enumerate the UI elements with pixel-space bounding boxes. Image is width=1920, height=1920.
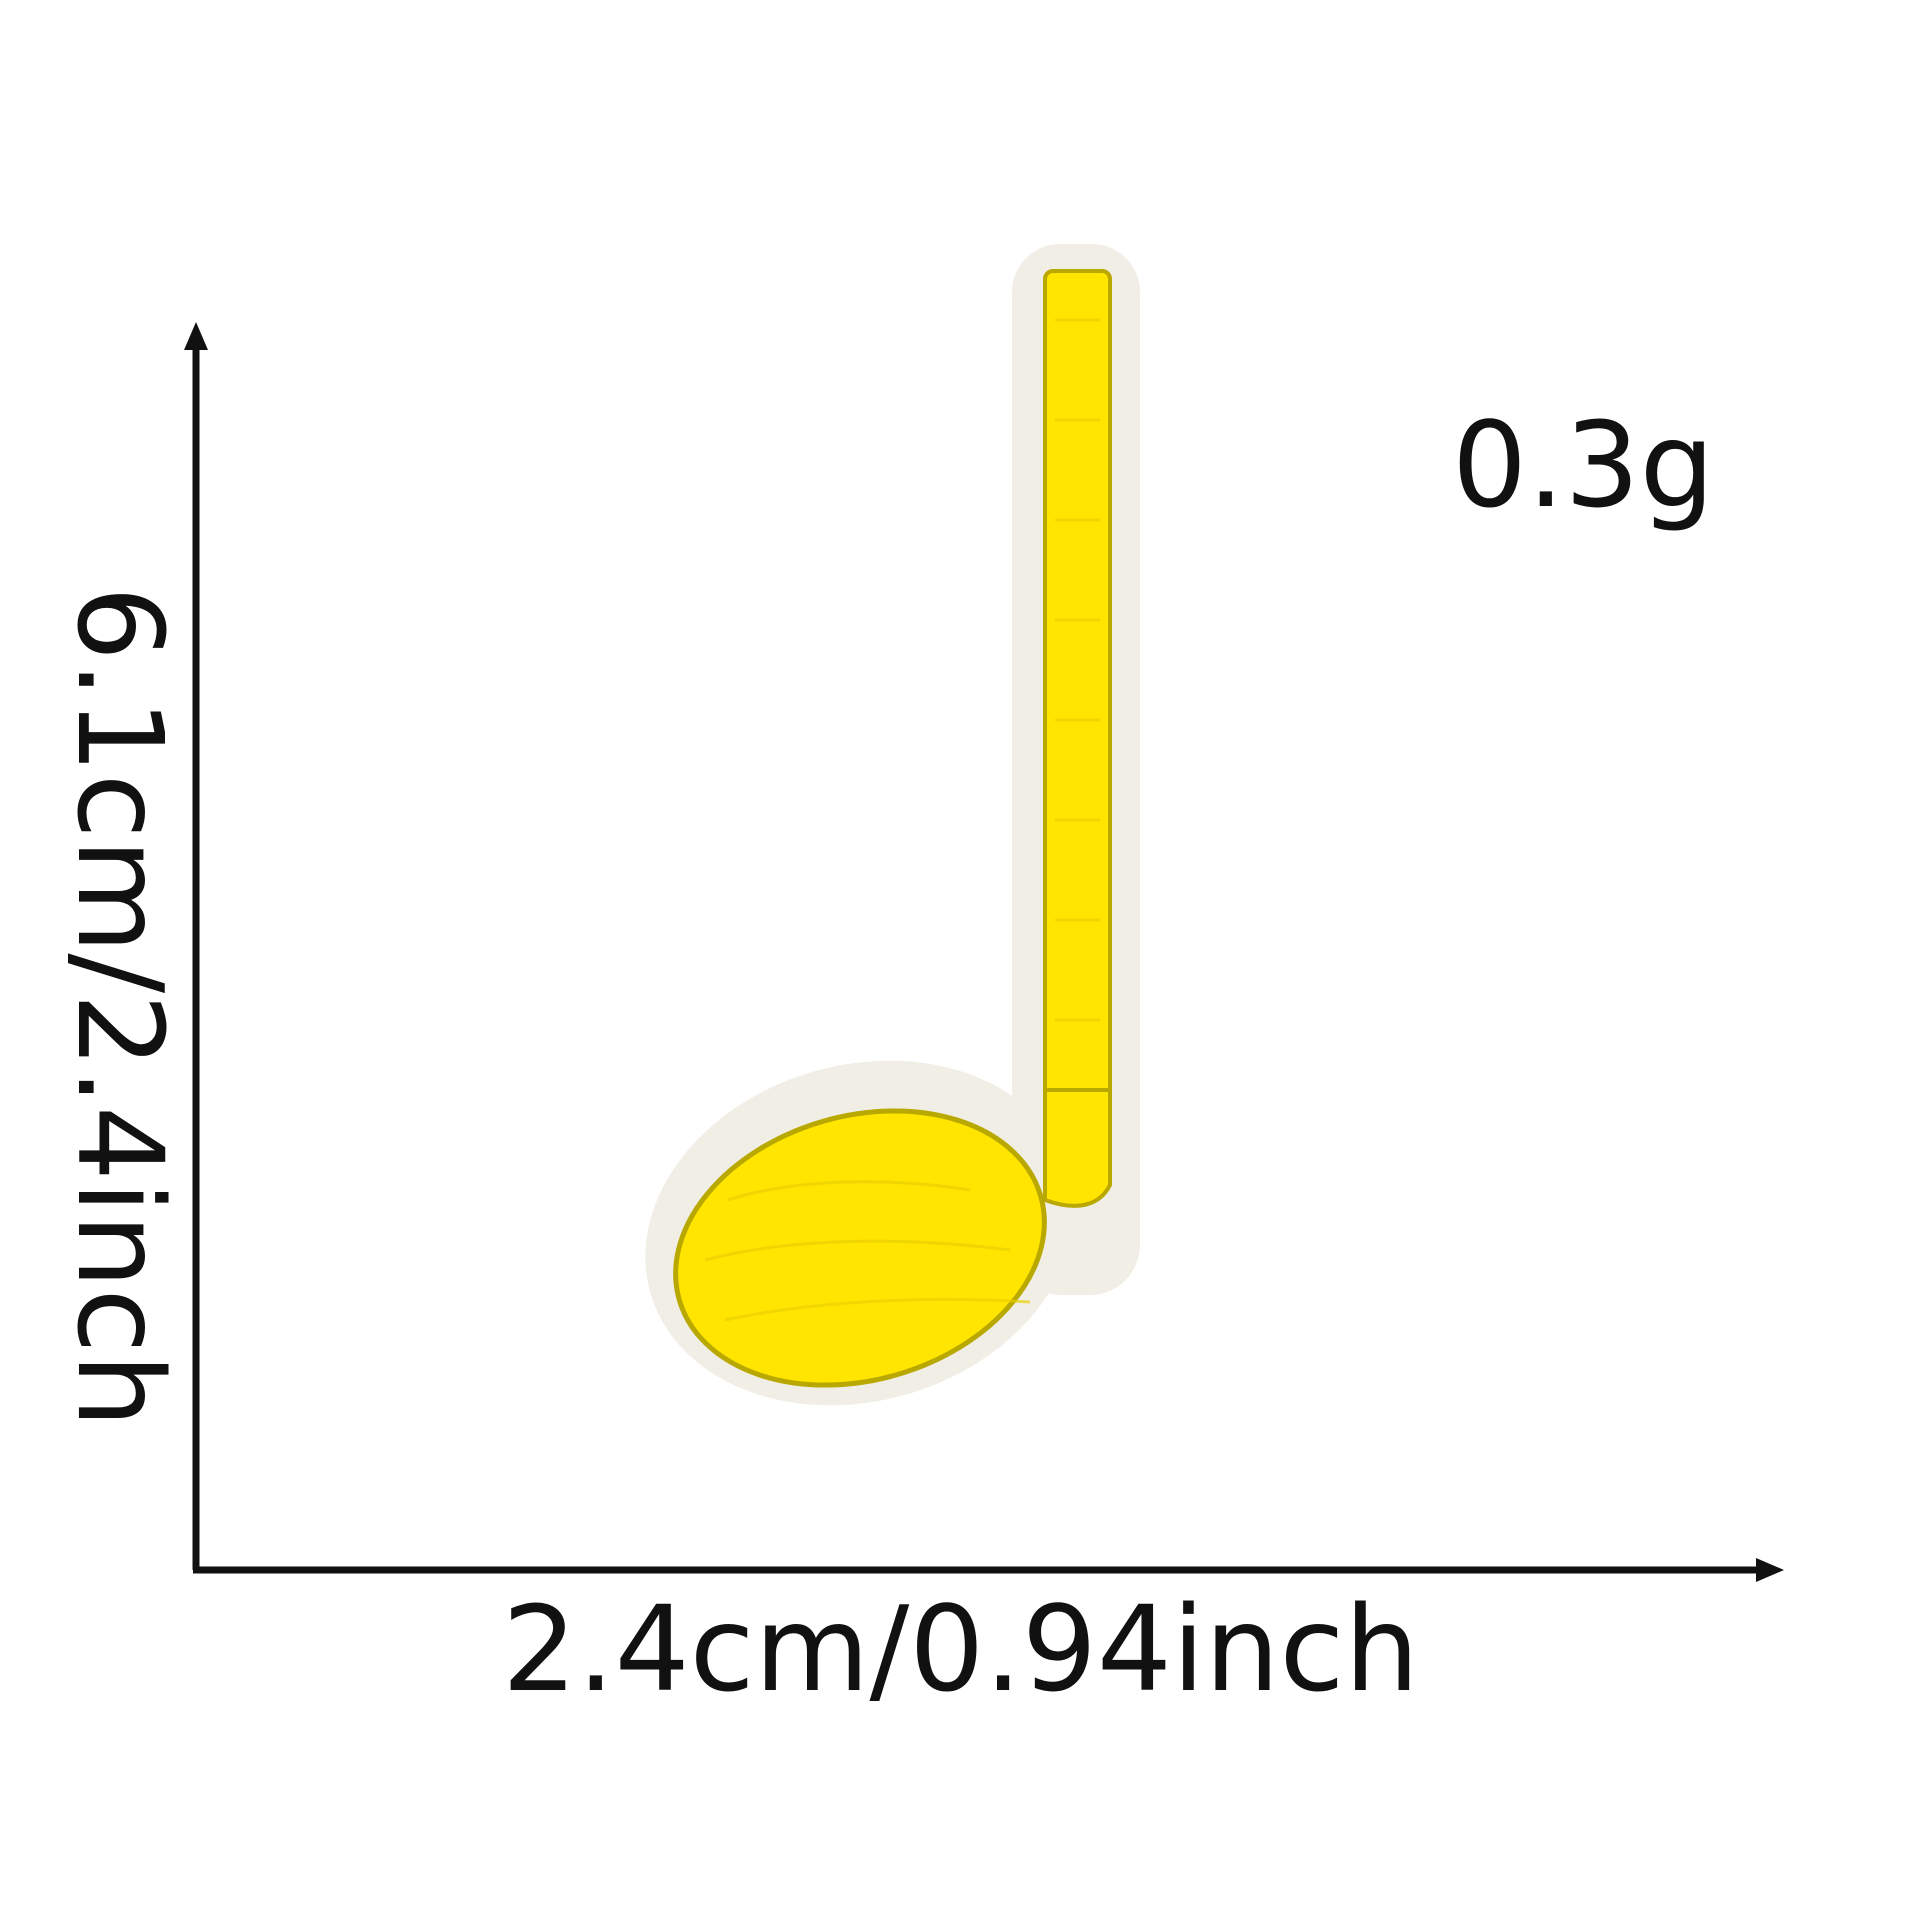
- weight-label: 0.3g: [1452, 396, 1715, 534]
- arrow-up-icon: [184, 322, 208, 1570]
- arrow-right-icon: [193, 1558, 1784, 1582]
- height-dimension-label: 6.1cm/2.4inch: [51, 585, 189, 1429]
- width-dimension-label: 2.4cm/0.94inch: [502, 1580, 1420, 1718]
- music-note-icon: [645, 244, 1140, 1406]
